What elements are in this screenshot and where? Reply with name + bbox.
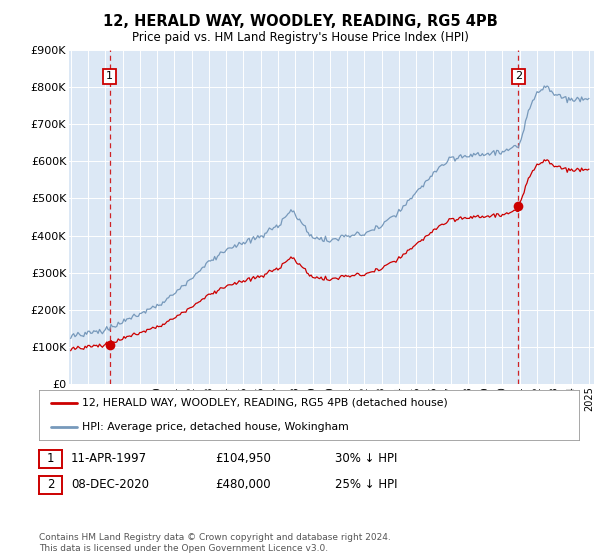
Text: Price paid vs. HM Land Registry's House Price Index (HPI): Price paid vs. HM Land Registry's House …: [131, 31, 469, 44]
Text: HPI: Average price, detached house, Wokingham: HPI: Average price, detached house, Woki…: [82, 422, 349, 432]
Text: 25% ↓ HPI: 25% ↓ HPI: [335, 478, 397, 492]
Text: 2: 2: [515, 71, 522, 81]
Text: Contains HM Land Registry data © Crown copyright and database right 2024.
This d: Contains HM Land Registry data © Crown c…: [39, 533, 391, 553]
Text: 1: 1: [47, 452, 54, 465]
Text: £480,000: £480,000: [215, 478, 271, 492]
Text: 12, HERALD WAY, WOODLEY, READING, RG5 4PB (detached house): 12, HERALD WAY, WOODLEY, READING, RG5 4P…: [82, 398, 448, 408]
Text: £104,950: £104,950: [215, 452, 271, 465]
Text: 08-DEC-2020: 08-DEC-2020: [71, 478, 149, 492]
Text: 2: 2: [47, 478, 54, 492]
Text: 12, HERALD WAY, WOODLEY, READING, RG5 4PB: 12, HERALD WAY, WOODLEY, READING, RG5 4P…: [103, 14, 497, 29]
Text: 30% ↓ HPI: 30% ↓ HPI: [335, 452, 397, 465]
Text: 11-APR-1997: 11-APR-1997: [71, 452, 147, 465]
Text: 1: 1: [106, 71, 113, 81]
